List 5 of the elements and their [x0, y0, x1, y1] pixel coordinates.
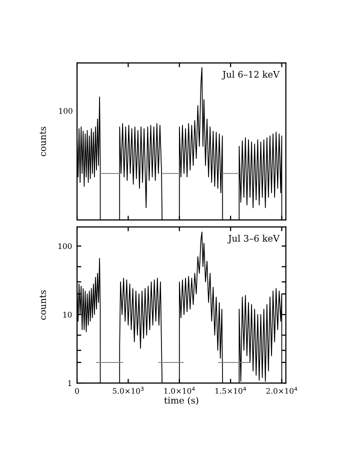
chart-title: Jul 6–12 keV [222, 70, 280, 80]
text: Jul 3–6 keV [227, 234, 280, 244]
x-axis-title: time (s) [164, 396, 198, 405]
y-axis-title: counts [40, 290, 46, 320]
y-axis-title: counts [40, 126, 46, 156]
